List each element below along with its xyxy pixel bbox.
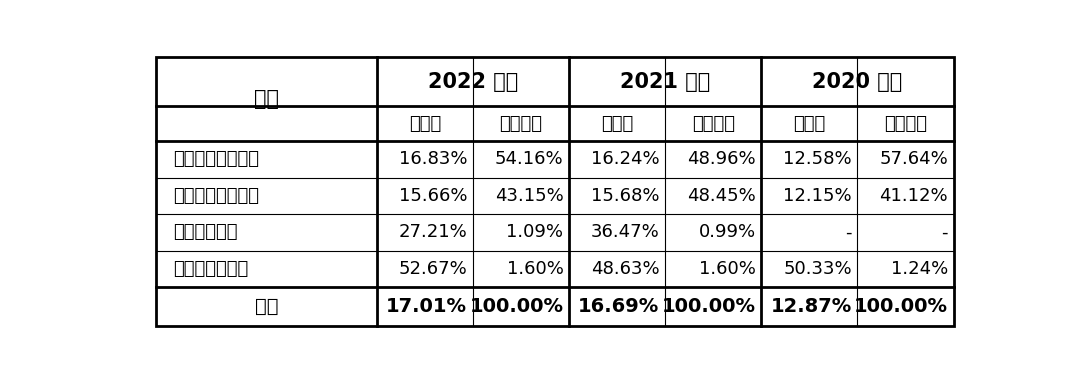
Text: 48.45%: 48.45% bbox=[687, 187, 756, 205]
Text: 16.69%: 16.69% bbox=[578, 297, 660, 316]
Text: 项目: 项目 bbox=[254, 89, 279, 109]
Text: 16.83%: 16.83% bbox=[399, 150, 468, 168]
Text: -: - bbox=[846, 224, 852, 241]
Text: 50.33%: 50.33% bbox=[783, 260, 852, 278]
Text: 毛利率: 毛利率 bbox=[602, 115, 633, 133]
Text: 智能物流装备: 智能物流装备 bbox=[174, 224, 238, 241]
Text: 52.67%: 52.67% bbox=[399, 260, 468, 278]
Text: 36.47%: 36.47% bbox=[591, 224, 660, 241]
Text: 15.68%: 15.68% bbox=[591, 187, 660, 205]
Text: 合计: 合计 bbox=[255, 297, 279, 316]
Text: 销售占比: 销售占比 bbox=[500, 115, 542, 133]
Text: 48.96%: 48.96% bbox=[687, 150, 756, 168]
Text: 2022 年度: 2022 年度 bbox=[428, 72, 518, 92]
Text: 毛利率: 毛利率 bbox=[409, 115, 441, 133]
Text: 智能生产物流系统: 智能生产物流系统 bbox=[174, 187, 259, 205]
Text: 16.24%: 16.24% bbox=[591, 150, 660, 168]
Text: 57.64%: 57.64% bbox=[879, 150, 948, 168]
Text: 智能仓储物流系统: 智能仓储物流系统 bbox=[174, 150, 259, 168]
Text: 100.00%: 100.00% bbox=[854, 297, 948, 316]
Text: 15.66%: 15.66% bbox=[399, 187, 468, 205]
Text: 12.58%: 12.58% bbox=[783, 150, 852, 168]
Text: 1.60%: 1.60% bbox=[507, 260, 564, 278]
Text: 54.16%: 54.16% bbox=[495, 150, 564, 168]
Text: 1.24%: 1.24% bbox=[891, 260, 948, 278]
Text: 41.12%: 41.12% bbox=[879, 187, 948, 205]
Text: 100.00%: 100.00% bbox=[470, 297, 564, 316]
Text: 2020 年度: 2020 年度 bbox=[812, 72, 903, 92]
Text: 销售占比: 销售占比 bbox=[692, 115, 734, 133]
Text: -: - bbox=[942, 224, 948, 241]
Text: 48.63%: 48.63% bbox=[591, 260, 660, 278]
Text: 12.87%: 12.87% bbox=[770, 297, 852, 316]
Text: 27.21%: 27.21% bbox=[399, 224, 468, 241]
Text: 43.15%: 43.15% bbox=[495, 187, 564, 205]
Text: 0.99%: 0.99% bbox=[699, 224, 756, 241]
Text: 2021 年度: 2021 年度 bbox=[620, 72, 711, 92]
Text: 毛利率: 毛利率 bbox=[794, 115, 825, 133]
Text: 12.15%: 12.15% bbox=[783, 187, 852, 205]
Text: 1.60%: 1.60% bbox=[699, 260, 756, 278]
Text: 100.00%: 100.00% bbox=[662, 297, 756, 316]
Text: 运维及其他服务: 运维及其他服务 bbox=[174, 260, 248, 278]
Text: 1.09%: 1.09% bbox=[507, 224, 564, 241]
Text: 销售占比: 销售占比 bbox=[885, 115, 927, 133]
Text: 17.01%: 17.01% bbox=[387, 297, 468, 316]
